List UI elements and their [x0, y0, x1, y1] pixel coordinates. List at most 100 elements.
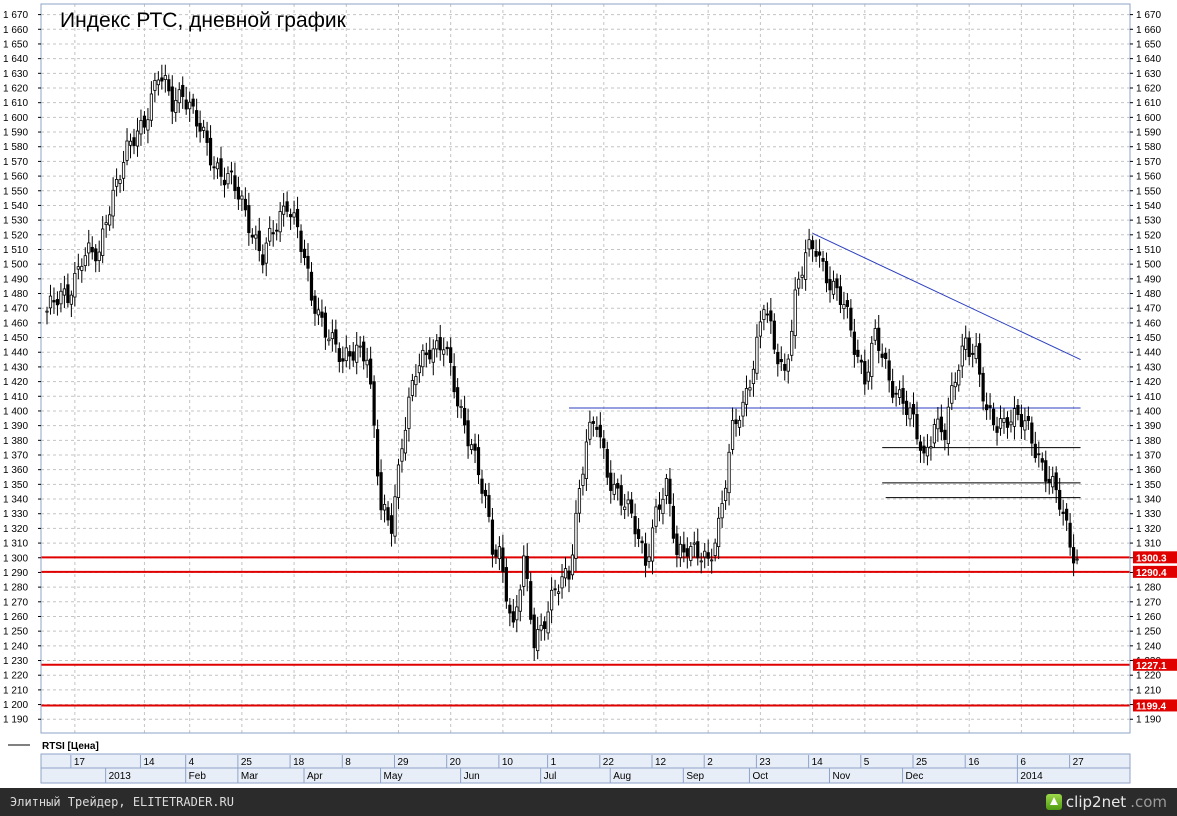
- candle-body: [661, 498, 665, 514]
- candle: [431, 339, 435, 376]
- candle: [574, 500, 578, 572]
- candle: [1033, 431, 1037, 463]
- candle: [967, 331, 971, 366]
- candle-body: [250, 234, 254, 238]
- candle: [250, 228, 254, 244]
- candle: [494, 544, 498, 564]
- candle-body: [132, 137, 136, 146]
- candle: [734, 408, 738, 437]
- y-tick-label-right: 1 510: [1136, 245, 1161, 256]
- candles: [45, 64, 1079, 661]
- candle: [758, 310, 763, 349]
- candle: [501, 534, 505, 583]
- y-tick-label-left: 1 550: [3, 186, 28, 197]
- candle: [295, 196, 300, 239]
- candle-body: [800, 274, 804, 278]
- candle: [1061, 499, 1065, 526]
- candle: [563, 556, 568, 587]
- candle: [797, 271, 801, 296]
- candle-body: [201, 126, 206, 131]
- y-axis-left: 1 670 1 660 1 650 1 640 1 630 1 620 1 610 1 600…: [3, 10, 41, 726]
- candle-body: [292, 212, 296, 218]
- candle: [327, 329, 331, 346]
- candle: [1068, 513, 1072, 556]
- candle: [682, 531, 686, 563]
- clip2net-logo[interactable]: clip2net .com: [1045, 792, 1167, 812]
- candle-body: [633, 516, 637, 535]
- candle-body: [407, 396, 411, 429]
- candle-body: [682, 544, 686, 553]
- candle-body: [459, 405, 463, 408]
- y-tick-label-right: 1 320: [1136, 524, 1161, 535]
- candle: [814, 239, 818, 263]
- candle: [1037, 441, 1041, 468]
- candle: [362, 335, 366, 370]
- candle: [132, 128, 136, 155]
- candle: [1030, 416, 1034, 456]
- x-day-label: 18: [293, 757, 305, 768]
- candle: [640, 536, 644, 554]
- candle-body: [957, 369, 961, 386]
- candle-body: [337, 348, 341, 363]
- candle-body: [261, 254, 265, 266]
- y-tick-label-right: 1 520: [1136, 230, 1161, 241]
- candle-body: [59, 290, 63, 305]
- candle-body: [264, 242, 268, 264]
- candle-body: [824, 261, 829, 284]
- x-day-label: 16: [968, 757, 980, 768]
- y-tick-label-left: 1 220: [3, 671, 28, 682]
- candle: [424, 342, 428, 368]
- candle-body: [393, 496, 397, 537]
- candle: [400, 438, 404, 473]
- candle-body: [445, 346, 449, 350]
- candle: [884, 347, 888, 369]
- candle-body: [675, 533, 679, 555]
- candle: [685, 537, 689, 569]
- y-tick-label-left: 1 250: [3, 627, 28, 638]
- candle: [713, 538, 717, 562]
- y-tick-label-right: 1 390: [1136, 421, 1161, 432]
- candle-body: [375, 429, 380, 477]
- y-tick-label-left: 1 350: [3, 480, 28, 491]
- y-tick-label-left: 1 480: [3, 289, 28, 300]
- candle-body: [438, 337, 442, 351]
- candle: [922, 436, 926, 464]
- candle: [386, 501, 390, 526]
- candle-body: [469, 444, 474, 450]
- chart-background: [0, 0, 1177, 788]
- candle: [170, 75, 174, 125]
- candle-body: [696, 541, 700, 559]
- y-tick-label-left: 1 650: [3, 39, 28, 50]
- candle: [995, 416, 999, 446]
- candle: [365, 347, 369, 378]
- candle-body: [1033, 443, 1037, 459]
- candle-body: [174, 99, 178, 113]
- candle-body: [831, 280, 836, 295]
- candle: [584, 429, 589, 491]
- candle: [751, 360, 756, 397]
- candle: [991, 402, 996, 431]
- x-month-label: Feb: [189, 771, 207, 782]
- candle: [664, 473, 669, 505]
- candle-body: [115, 178, 119, 187]
- x-day-label: 2: [707, 757, 713, 768]
- candle: [849, 299, 853, 337]
- candle-body: [278, 211, 282, 233]
- y-tick-label-left: 1 400: [3, 406, 28, 417]
- y-tick-label-right: 1 420: [1136, 377, 1161, 388]
- candle: [671, 493, 676, 544]
- candle: [341, 346, 345, 374]
- candle: [459, 399, 463, 419]
- candle: [45, 306, 49, 325]
- candle-body: [167, 79, 171, 92]
- candle: [59, 282, 63, 313]
- candle-body: [87, 242, 91, 254]
- candle-body: [487, 495, 491, 517]
- candle: [115, 168, 119, 197]
- candle-body: [943, 429, 947, 440]
- candle-body: [699, 560, 703, 563]
- y-tick-label-left: 1 640: [3, 54, 28, 65]
- candle: [772, 313, 776, 354]
- candle: [661, 487, 665, 525]
- candle: [121, 150, 126, 192]
